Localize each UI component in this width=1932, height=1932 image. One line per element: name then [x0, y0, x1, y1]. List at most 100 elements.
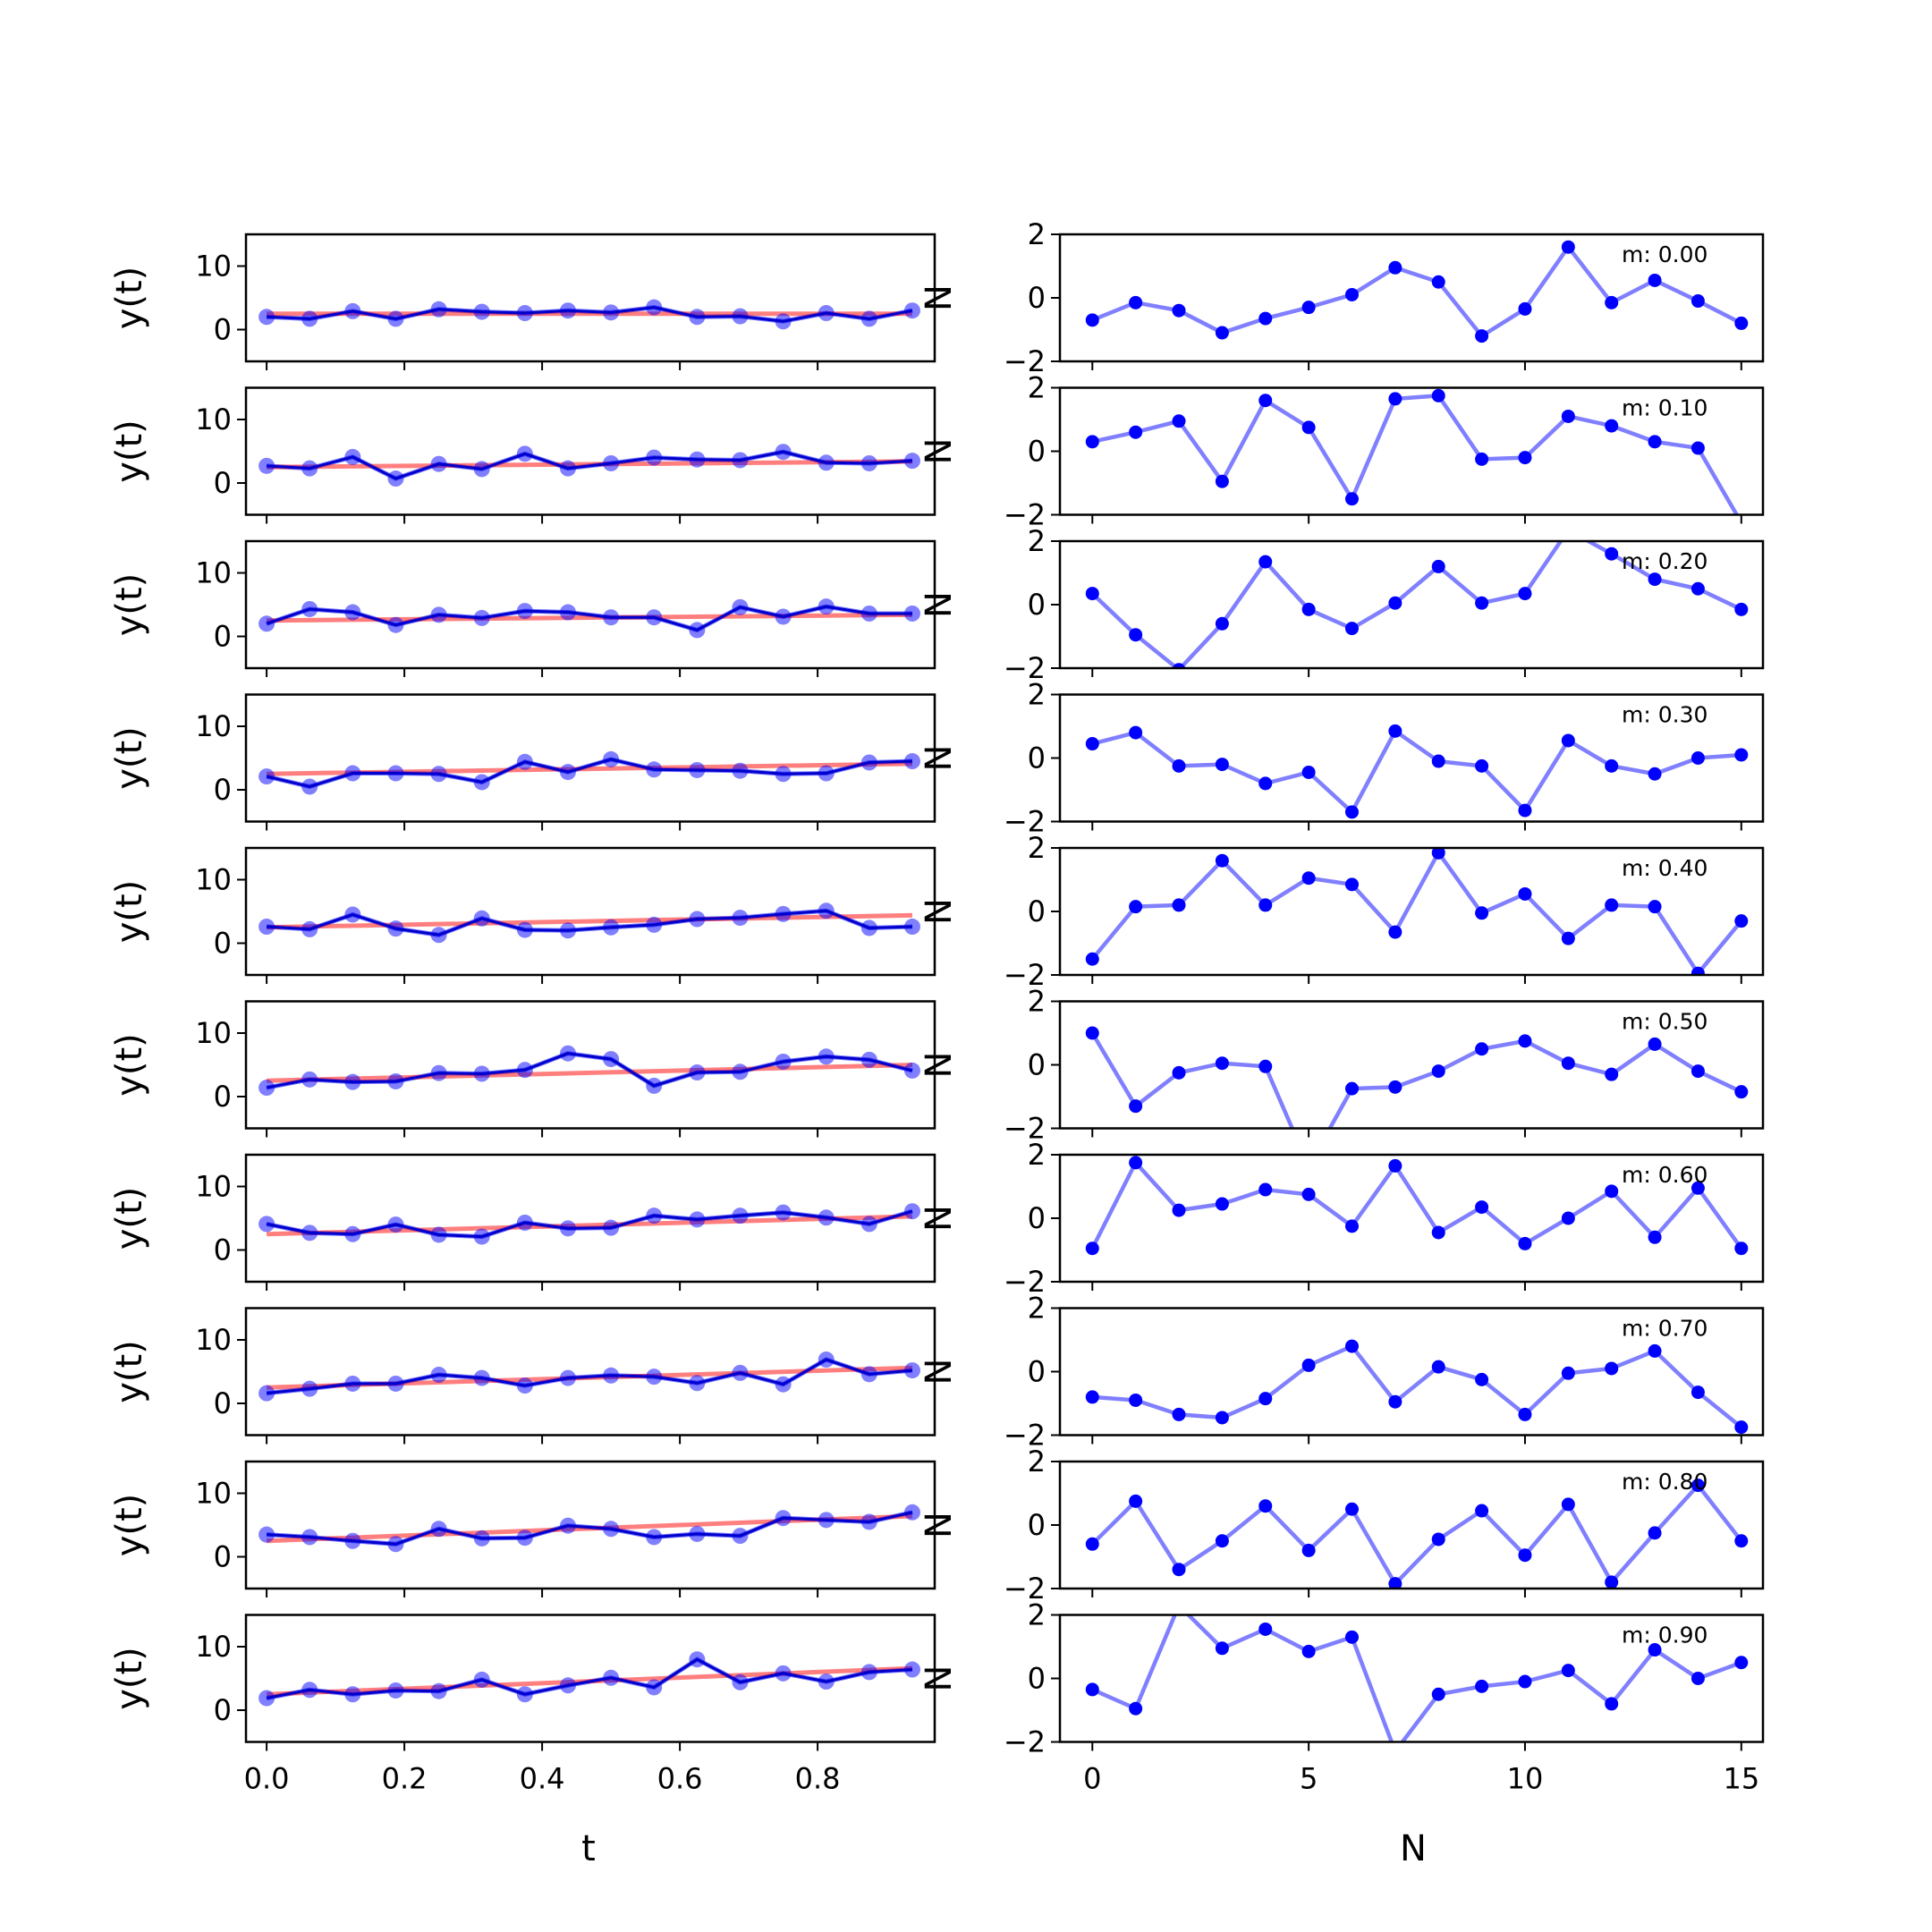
noise-point: [1561, 1211, 1575, 1225]
noise-point: [1388, 1394, 1402, 1409]
noise-point: [1561, 1497, 1575, 1512]
data-series-line: [266, 1209, 913, 1239]
left-subplot-9: 0 10 y(t): [109, 1460, 936, 1597]
data-series-line: [266, 1358, 913, 1395]
y-tick-label: −2: [1004, 1725, 1046, 1759]
noise-point: [1258, 1392, 1273, 1406]
fit-line: [267, 1214, 913, 1237]
noise-point: [1129, 1156, 1143, 1170]
noise-point: [1344, 1339, 1359, 1353]
noise-point: [1690, 1181, 1705, 1195]
y-axis-title: y(t): [109, 267, 150, 330]
y-tick-label: 2: [1028, 1598, 1046, 1632]
noise-point: [1648, 900, 1662, 914]
noise-point: [1215, 758, 1229, 772]
noise-point: [1215, 1197, 1229, 1211]
noise-point: [1690, 966, 1705, 975]
right-subplot-1: −2 0 2 m: 0.00 N: [919, 217, 1765, 378]
noise-point: [1648, 273, 1662, 287]
noise-point: [1475, 452, 1489, 466]
noise-point: [1518, 1548, 1532, 1563]
y-tick-label: 0: [1028, 1662, 1046, 1696]
left-x-axis-title: t: [581, 1828, 596, 1869]
data-series-line: [267, 450, 913, 480]
right-y-axis-title: N: [919, 284, 960, 311]
x-tick-label: 10: [1507, 1762, 1544, 1796]
noise-point: [1475, 758, 1489, 773]
noise-point: [1129, 1494, 1143, 1508]
noise-point: [1301, 1644, 1316, 1658]
right-y-axis-title: N: [919, 1052, 960, 1079]
right-y-axis-title: N: [919, 1205, 960, 1232]
left-plot-area-8: [258, 1352, 920, 1402]
noise-point: [1475, 329, 1489, 343]
right-plot-area-1: [1085, 240, 1749, 343]
y-axis-title: y(t): [109, 573, 150, 637]
x-tick-label: 0.8: [795, 1762, 841, 1796]
noise-point: [1648, 1643, 1662, 1657]
y-axis-title: y(t): [109, 880, 150, 944]
noise-point: [1690, 1479, 1705, 1493]
noise-point: [1561, 409, 1575, 423]
left-subplot-8: 0 10 y(t): [109, 1307, 936, 1445]
noise-point: [1648, 1343, 1662, 1358]
right-plot-area-4: [1085, 724, 1749, 819]
noise-point: [1690, 294, 1705, 309]
data-series-line: [266, 758, 913, 789]
y-tick-label: 10: [195, 1016, 232, 1050]
noise-point: [1129, 900, 1143, 914]
noise-point: [1258, 555, 1273, 569]
data-series-line: [267, 306, 913, 323]
noise-point: [1085, 952, 1099, 966]
noise-point: [1605, 419, 1619, 433]
noise-point: [1388, 392, 1402, 406]
m-value-label: m: 0.70: [1622, 1316, 1707, 1342]
noise-point: [1734, 316, 1749, 330]
noise-point: [1344, 1219, 1359, 1233]
noise-point: [1431, 275, 1445, 289]
noise-point: [1431, 848, 1445, 860]
left-plot-area-2: [258, 444, 920, 487]
noise-point: [1085, 1026, 1099, 1040]
noise-point: [1344, 1502, 1359, 1516]
y-tick-label: 0: [214, 1080, 232, 1114]
noise-point: [1431, 1687, 1445, 1701]
right-plot-area-10: [1085, 1614, 1749, 1742]
noise-point: [1258, 1182, 1273, 1197]
noise-point: [1301, 871, 1316, 886]
noise-point: [1518, 803, 1532, 818]
right-plot-area-6: [1085, 1026, 1749, 1129]
y-tick-label: 0: [214, 1386, 232, 1420]
right-plot-area-5: [1085, 848, 1749, 975]
y-tick-label: 0: [1028, 1355, 1046, 1389]
y-tick-label: 10: [195, 1630, 232, 1664]
noise-point: [1605, 1575, 1619, 1589]
noise-point: [1518, 587, 1532, 601]
noise-point: [1561, 1056, 1575, 1071]
noise-point: [1690, 751, 1705, 765]
y-tick-label: 0: [1028, 1201, 1046, 1235]
right-subplot-4: −2 0 2 m: 0.30 N: [919, 678, 1765, 839]
noise-point: [1129, 1701, 1143, 1716]
noise-point: [1388, 724, 1402, 738]
noise-point: [1690, 1064, 1705, 1079]
noise-point: [1172, 663, 1186, 668]
noise-point: [1605, 758, 1619, 773]
right-subplot-2: −2 0 2 m: 0.10 N: [919, 371, 1765, 532]
noise-point: [1344, 1630, 1359, 1644]
noise-point: [1518, 451, 1532, 465]
y-axis-title: y(t): [109, 726, 150, 790]
noise-point: [1690, 581, 1705, 596]
noise-point: [1475, 1679, 1489, 1693]
noise-point: [1734, 1241, 1749, 1256]
noise-point: [1648, 1526, 1662, 1540]
y-tick-label: 10: [195, 556, 232, 590]
left-axes-frame: [244, 233, 936, 363]
noise-series-line: [1091, 728, 1741, 816]
right-subplot-9: −2 0 2 m: 0.80 N: [919, 1445, 1765, 1606]
fit-line: [267, 1063, 913, 1083]
noise-point: [1388, 1080, 1402, 1094]
y-tick-label: −2: [1004, 1265, 1046, 1299]
y-tick-label: 0: [1028, 1508, 1046, 1542]
